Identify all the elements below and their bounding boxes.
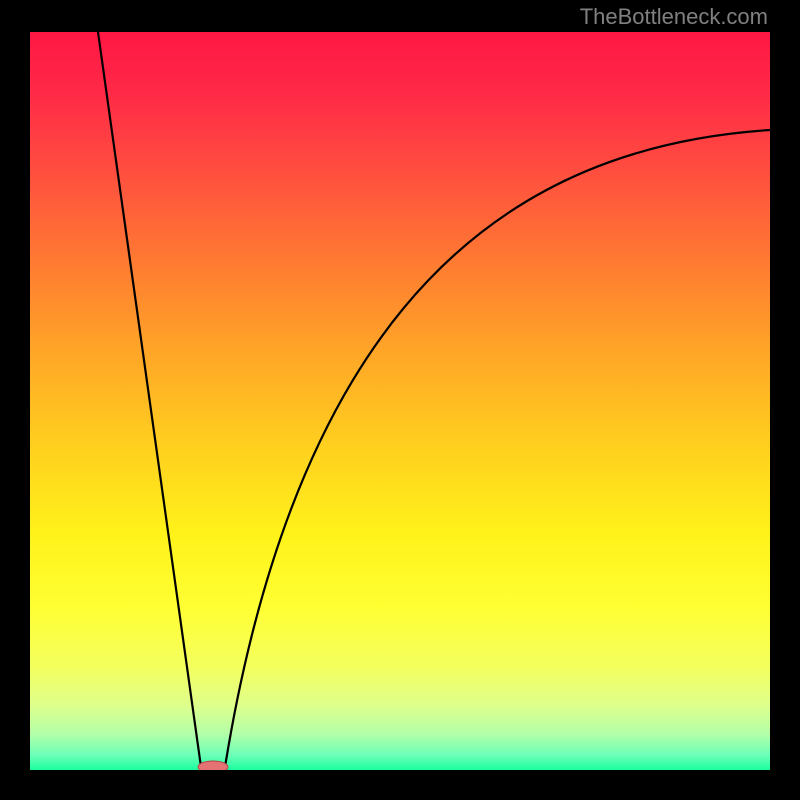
bottleneck-curve xyxy=(98,32,770,767)
plot-area xyxy=(30,32,770,770)
watermark-text: TheBottleneck.com xyxy=(580,4,768,30)
vertex-marker xyxy=(198,761,228,770)
curve-layer xyxy=(30,32,770,770)
chart-container: TheBottleneck.com xyxy=(0,0,800,800)
